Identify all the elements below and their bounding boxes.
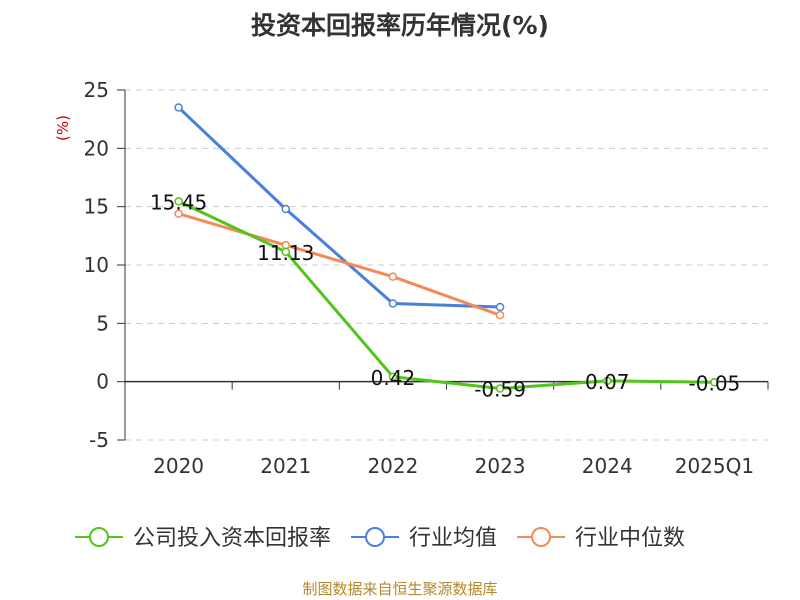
y-tick-label: 15 bbox=[84, 195, 109, 219]
data-label: 11.13 bbox=[257, 241, 314, 265]
y-tick-label: 0 bbox=[96, 370, 109, 394]
y-tick-label: 10 bbox=[84, 253, 109, 277]
data-point bbox=[388, 299, 398, 308]
x-tick-label: 2023 bbox=[475, 454, 526, 478]
y-tick-label: 20 bbox=[84, 136, 109, 160]
y-tick-label: 25 bbox=[84, 78, 109, 102]
data-point bbox=[495, 302, 505, 312]
data-point bbox=[388, 372, 398, 382]
data-point bbox=[281, 247, 290, 257]
legend: 公司投入资本回报率 行业均值 行业中位数 bbox=[75, 526, 685, 551]
x-tick-label: 2021 bbox=[260, 454, 311, 478]
data-label: 0.42 bbox=[371, 366, 416, 390]
legend-label: 行业均值 bbox=[409, 526, 497, 551]
source-note: 制图数据来自恒生聚源数据库 bbox=[302, 580, 498, 598]
x-tick-label: 2024 bbox=[582, 454, 633, 478]
data-point bbox=[281, 204, 290, 214]
data-point bbox=[710, 378, 719, 387]
y-tick-label: 5 bbox=[96, 311, 109, 335]
grid-lines bbox=[125, 89, 768, 441]
data-label: -0.59 bbox=[474, 378, 526, 402]
y-axis-label: (%) bbox=[54, 115, 72, 141]
legend-swatch-marker bbox=[531, 527, 552, 547]
data-point bbox=[495, 310, 505, 320]
series-line bbox=[177, 200, 715, 391]
axes: 25 20 15 10 5 0 -5 2020 2021 2022 2023 2024 2025Q1 (%… bbox=[54, 78, 769, 478]
data-label: 0.07 bbox=[585, 370, 630, 394]
legend-swatch-marker bbox=[89, 527, 109, 547]
data-label: 15.45 bbox=[150, 190, 207, 214]
series-lines bbox=[174, 103, 719, 393]
data-point bbox=[495, 384, 505, 393]
x-tick-label: 2022 bbox=[367, 454, 418, 478]
legend-swatch-marker bbox=[365, 527, 386, 547]
series-line bbox=[178, 212, 501, 317]
data-labels: 15.45 11.13 0.42 -0.59 0.07 -0.05 bbox=[150, 190, 740, 401]
data-point bbox=[174, 197, 183, 206]
series-line bbox=[177, 106, 501, 309]
data-label: -0.05 bbox=[689, 371, 741, 395]
data-point bbox=[174, 209, 183, 218]
chart-title: 投资本回报率历年情况(%) bbox=[251, 11, 549, 40]
data-point bbox=[174, 103, 183, 112]
y-tick-label: -5 bbox=[89, 428, 109, 452]
x-tick-label: 2020 bbox=[153, 454, 204, 478]
data-point bbox=[603, 376, 612, 386]
x-tick-label: 2025Q1 bbox=[675, 454, 754, 478]
data-point bbox=[388, 272, 398, 281]
legend-label: 行业中位数 bbox=[575, 526, 685, 551]
legend-label: 公司投入资本回报率 bbox=[133, 526, 331, 551]
